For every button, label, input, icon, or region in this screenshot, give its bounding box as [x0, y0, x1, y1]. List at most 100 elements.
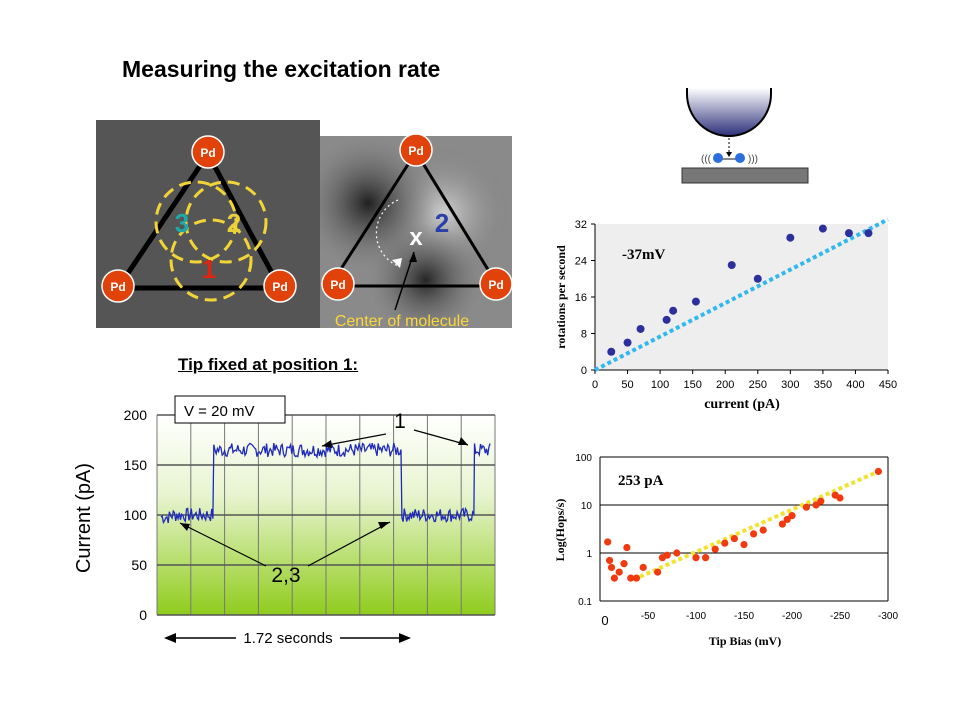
- current-trace-chart: 0 50 100 150 200 Current (pA) V = 20 mV 1 2,…: [73, 395, 496, 647]
- triangle-right-outline: [327, 149, 501, 288]
- annotation-state-1: 1: [394, 410, 406, 433]
- rotation-point: [818, 224, 827, 233]
- rotation-x-tick: 300: [781, 379, 799, 391]
- trace-y-tick: 150: [124, 457, 148, 473]
- rotation-x-tick: 400: [846, 379, 864, 391]
- hop-point: [627, 574, 635, 582]
- tip-schematic: ((( ))): [681, 88, 809, 184]
- hop-x-tick: 0: [601, 613, 608, 628]
- hop-point: [778, 520, 786, 528]
- rotation-y-axis-label: rotations per second: [554, 245, 568, 349]
- rotation-x-tick: 450: [879, 379, 897, 391]
- trace-y-tick: 0: [139, 607, 147, 623]
- triangle-left-outline: [113, 149, 285, 291]
- position-circle-1: [169, 218, 253, 302]
- rotation-point: [662, 315, 671, 324]
- hop-x-tick: -100: [686, 611, 706, 622]
- position-label-3: 3: [175, 208, 189, 238]
- rotation-y-tick: 8: [581, 329, 587, 341]
- hop-x-tick: -250: [830, 611, 850, 622]
- hop-y-tick: 100: [575, 453, 592, 464]
- rotation-point: [636, 324, 645, 333]
- rotation-point: [691, 297, 700, 306]
- pd-atom-left: [101, 269, 135, 303]
- triangle-diagram-left: Pd Pd Pd 3 2 1: [96, 120, 320, 328]
- rotation-x-tick: 100: [651, 379, 669, 391]
- hop-point: [759, 526, 767, 534]
- rotation-plot-area: [595, 224, 888, 370]
- subtitle: Tip fixed at position 1:: [178, 355, 359, 374]
- hop-point: [711, 545, 719, 553]
- position-circle-2: [184, 180, 268, 264]
- center-caption: Center of molecule: [335, 313, 469, 328]
- rotation-x-tick: 50: [621, 379, 633, 391]
- hop-x-tick: -200: [782, 611, 802, 622]
- rotation-points: [607, 224, 873, 356]
- hop-point: [663, 551, 671, 559]
- pd-label-top-right: Pd: [408, 144, 423, 158]
- hop-point: [750, 530, 758, 538]
- wave-right: ))): [748, 154, 758, 165]
- pd-atom-right-right: [479, 267, 512, 301]
- hop-y-axis-label: Log(Hops/s): [553, 499, 567, 562]
- pd-label-left-right: Pd: [330, 278, 345, 292]
- rotation-point: [844, 229, 853, 238]
- hop-point: [812, 501, 820, 509]
- rotation-arc: [375, 199, 399, 267]
- hop-y-tick: 0.1: [578, 597, 592, 608]
- hop-x-tick: -50: [641, 611, 656, 622]
- center-pointer-head: [409, 252, 417, 262]
- rotation-y-tick: 24: [575, 256, 587, 268]
- rotation-x-axis-label: current (pA): [704, 397, 780, 412]
- rotation-y-tick: 32: [575, 219, 587, 231]
- hop-point: [607, 563, 616, 572]
- hop-rate-chart: 0.1 1 10 100 0 -50 -100 -150 -200 -250 -300 253 pA…: [553, 453, 898, 648]
- slide-title: Measuring the excitation rate: [122, 56, 441, 82]
- hop-x-tick: -300: [878, 611, 898, 622]
- pd-atom-right: [263, 269, 297, 303]
- voltage-legend-text: V = 20 mV: [184, 403, 254, 420]
- hop-point: [639, 563, 647, 572]
- center-mark: x: [409, 224, 423, 251]
- hop-points: [604, 467, 882, 582]
- hop-point: [604, 538, 612, 546]
- hop-point: [615, 568, 623, 576]
- position-label-2-right: 2: [435, 208, 449, 238]
- rotation-point: [864, 229, 873, 238]
- hop-point: [654, 568, 662, 576]
- annotation-23-arrow-left: [179, 522, 267, 567]
- hop-point: [836, 494, 844, 502]
- hop-y-tick: 1: [586, 549, 592, 560]
- hop-point: [730, 534, 738, 543]
- pd-label-right-right: Pd: [488, 278, 503, 292]
- stm-image-right: Pd Pd Pd 2 x Center of molecule: [320, 133, 512, 328]
- hop-point: [802, 503, 810, 511]
- rotation-y-tick: 16: [575, 292, 587, 304]
- hop-point: [817, 497, 825, 505]
- position-label-1: 1: [202, 254, 216, 284]
- pd-atom-left-right: [321, 267, 355, 301]
- hop-point: [783, 515, 791, 524]
- rotation-x-tick: 150: [683, 379, 701, 391]
- hop-point: [692, 554, 700, 562]
- pd-label-right: Pd: [272, 280, 287, 294]
- rotation-point: [786, 233, 795, 242]
- trace-y-axis-label: Current (pA): [73, 463, 95, 573]
- stm-tip: [686, 88, 772, 137]
- pd-atom-top-right: [399, 133, 433, 167]
- hop-point: [632, 574, 641, 582]
- hop-y-tick: 10: [581, 501, 593, 512]
- current-trace-line: [160, 441, 491, 525]
- hop-point: [740, 540, 748, 549]
- rotation-x-tick: 200: [716, 379, 734, 391]
- position-label-2: 2: [227, 208, 241, 238]
- annotation-state-23: 2,3: [271, 564, 300, 587]
- hop-fit-line: [632, 469, 880, 582]
- hop-point: [623, 543, 631, 552]
- rotation-point: [607, 347, 616, 356]
- voltage-legend-box: [174, 395, 286, 424]
- pd-label-top: Pd: [200, 146, 215, 160]
- rotation-point: [623, 338, 632, 347]
- rotation-rate-chart: 0 50 100 150 200 250 300 350 400 450 0 8 16 24 32 -37m…: [554, 218, 897, 412]
- annotation-1-arrow-left: [321, 433, 387, 447]
